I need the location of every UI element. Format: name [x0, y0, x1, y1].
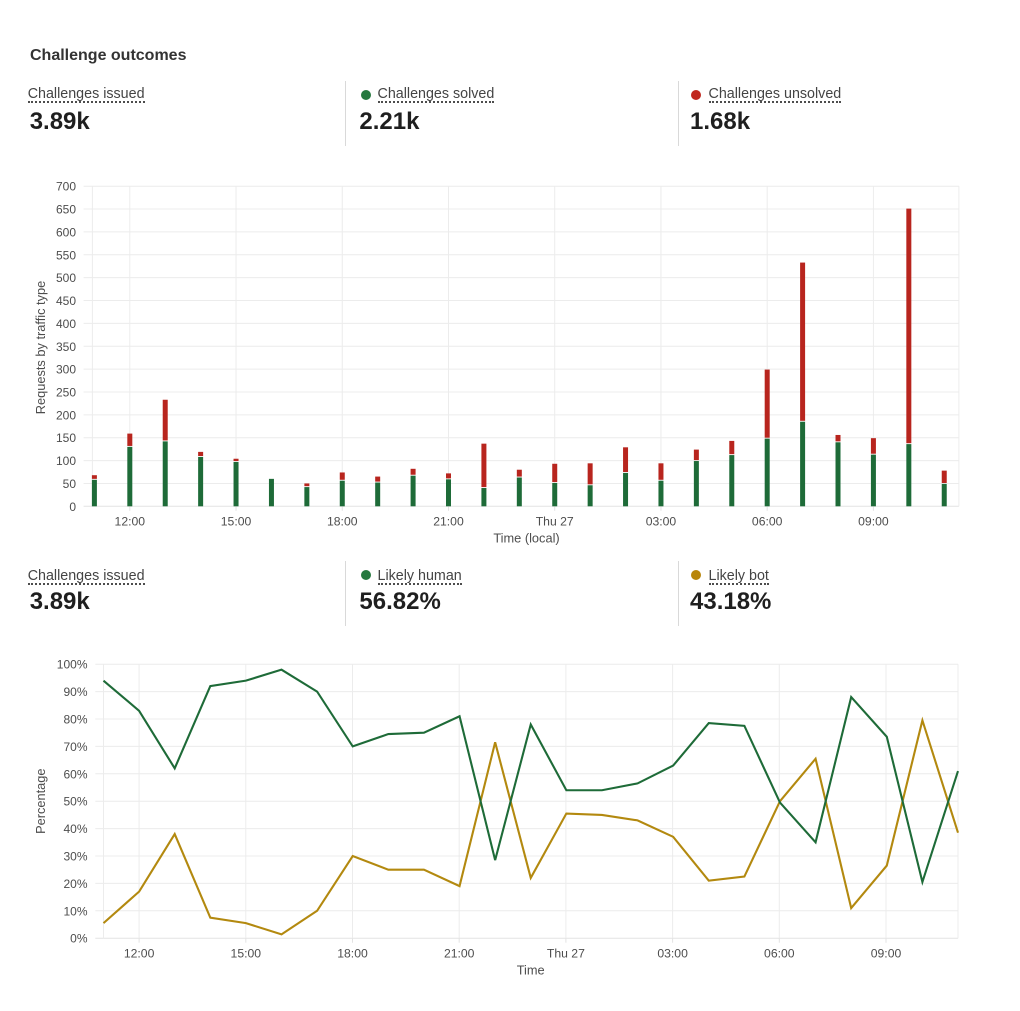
svg-text:15:00: 15:00: [221, 515, 252, 529]
svg-text:12:00: 12:00: [124, 947, 155, 961]
svg-text:500: 500: [56, 271, 76, 285]
svg-text:350: 350: [56, 340, 76, 354]
svg-text:90%: 90%: [63, 685, 87, 699]
svg-text:12:00: 12:00: [115, 515, 146, 529]
svg-text:650: 650: [56, 203, 76, 217]
svg-text:20%: 20%: [63, 877, 87, 891]
svg-text:Thu 27: Thu 27: [547, 947, 585, 961]
svg-text:10%: 10%: [63, 904, 87, 918]
svg-text:200: 200: [56, 408, 76, 422]
svg-text:18:00: 18:00: [337, 947, 368, 961]
svg-text:06:00: 06:00: [764, 947, 795, 961]
svg-text:50%: 50%: [63, 795, 87, 809]
svg-text:70%: 70%: [63, 740, 87, 754]
svg-text:0%: 0%: [70, 932, 88, 946]
svg-text:60%: 60%: [63, 767, 87, 781]
svg-text:Time (local): Time (local): [493, 530, 559, 545]
svg-text:06:00: 06:00: [752, 515, 783, 529]
svg-text:15:00: 15:00: [231, 947, 262, 961]
svg-text:450: 450: [56, 294, 76, 308]
svg-text:09:00: 09:00: [871, 947, 902, 961]
svg-text:550: 550: [56, 248, 76, 262]
svg-text:30%: 30%: [63, 850, 87, 864]
svg-text:Time: Time: [517, 963, 545, 978]
svg-text:50: 50: [63, 477, 77, 491]
svg-text:0: 0: [69, 500, 76, 514]
svg-text:03:00: 03:00: [657, 947, 688, 961]
svg-text:300: 300: [56, 363, 76, 377]
svg-text:09:00: 09:00: [858, 515, 889, 529]
svg-text:03:00: 03:00: [646, 515, 677, 529]
svg-text:700: 700: [56, 180, 76, 194]
svg-text:21:00: 21:00: [433, 515, 464, 529]
svg-text:18:00: 18:00: [327, 515, 358, 529]
svg-text:100%: 100%: [57, 658, 88, 672]
svg-text:250: 250: [56, 385, 76, 399]
svg-text:Requests by traffic type: Requests by traffic type: [33, 281, 48, 415]
svg-text:80%: 80%: [63, 713, 87, 727]
svg-text:Thu 27: Thu 27: [536, 515, 574, 529]
svg-text:Percentage: Percentage: [33, 768, 48, 833]
svg-text:600: 600: [56, 225, 76, 239]
svg-text:40%: 40%: [63, 822, 87, 836]
svg-text:100: 100: [56, 454, 76, 468]
svg-text:150: 150: [56, 431, 76, 445]
svg-text:21:00: 21:00: [444, 947, 475, 961]
svg-text:400: 400: [56, 317, 76, 331]
